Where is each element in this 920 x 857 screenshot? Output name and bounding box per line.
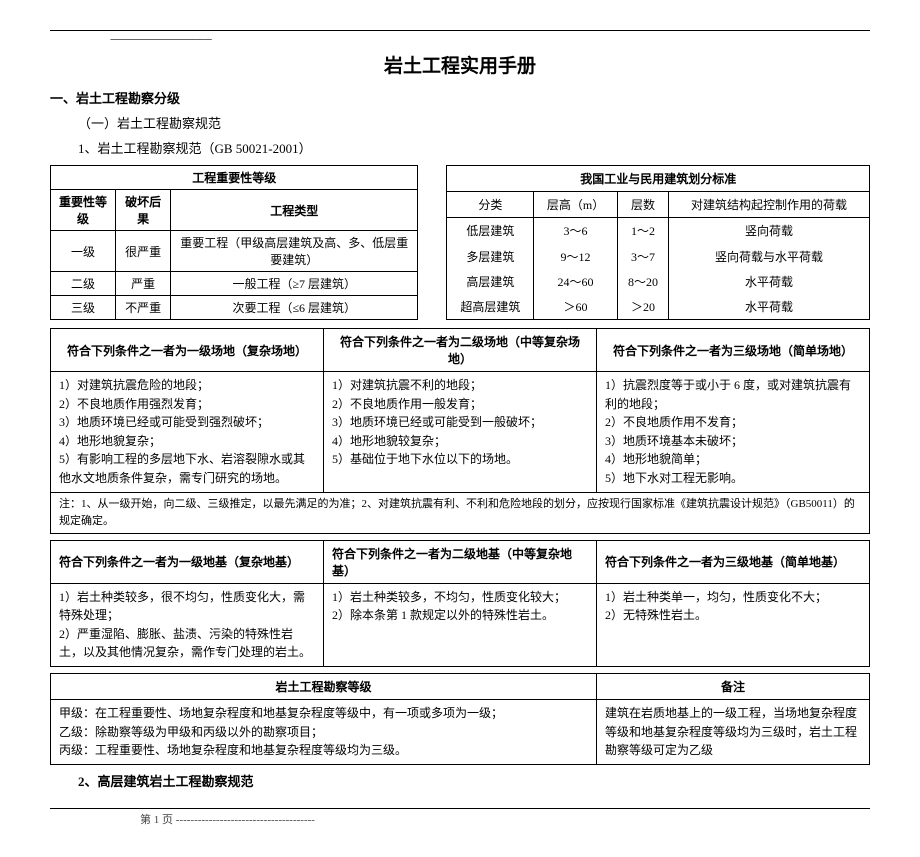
tableD-h0: 符合下列条件之一者为一级地基（复杂地基） <box>51 540 324 583</box>
site-grade-table: 符合下列条件之一者为一级场地（复杂场地） 符合下列条件之一者为二级场地（中等复杂… <box>50 328 870 534</box>
table-cell: 水平荷载 <box>669 294 870 320</box>
section-heading-1: 一、岩土工程勘察分级 <box>50 88 870 107</box>
tableC-h0: 符合下列条件之一者为一级场地（复杂场地） <box>51 329 324 372</box>
table-cell: 不严重 <box>116 296 171 320</box>
table-cell: 严重 <box>116 272 171 296</box>
tableB-col3: 对建筑结构起控制作用的荷载 <box>669 192 870 218</box>
foundation-grade-table: 符合下列条件之一者为一级地基（复杂地基） 符合下列条件之一者为二级地基（中等复杂… <box>50 540 870 667</box>
tableE-right: 建筑在岩质地基上的一级工程，当场地复杂程度等级和地基复杂程度等级均为三级时，岩土… <box>597 700 870 765</box>
table-cell: 3～7 <box>617 244 668 269</box>
tableD-h1: 符合下列条件之一者为二级地基（中等复杂地基） <box>324 540 597 583</box>
page-footer: 第 1 页 ----------------------------------… <box>50 811 870 827</box>
section-heading-1-1-1: 1、岩土工程勘察规范（GB 50021-2001） <box>78 138 870 157</box>
table-cell: 很严重 <box>116 231 171 272</box>
table-cell: 竖向荷载 <box>669 218 870 244</box>
table-cell: 9～12 <box>534 244 618 269</box>
tableC-h1: 符合下列条件之一者为二级场地（中等复杂场地） <box>324 329 597 372</box>
tableA-title: 工程重要性等级 <box>51 166 418 190</box>
table-cell: 竖向荷载与水平荷载 <box>669 244 870 269</box>
table-cell: 二级 <box>51 272 116 296</box>
table-cell: ＞60 <box>534 294 618 320</box>
tableB-col2: 层数 <box>617 192 668 218</box>
table-cell: 一般工程（≥7 层建筑） <box>171 272 418 296</box>
tableB-col1: 层高（m） <box>534 192 618 218</box>
tableC-c1: 1）对建筑抗震不利的地段； 2）不良地质作用一般发育； 3）地质环境已经或可能受… <box>324 372 597 493</box>
tableA-col0: 重要性等级 <box>51 190 116 231</box>
tableE-h2: 备注 <box>597 674 870 700</box>
bottom-rule <box>50 808 870 809</box>
table-cell: 次要工程（≤6 层建筑） <box>171 296 418 320</box>
tableE-h1: 岩土工程勘察等级 <box>51 674 597 700</box>
tableB-col0: 分类 <box>447 192 534 218</box>
table-cell: 低层建筑 <box>447 218 534 244</box>
table-cell: ＞20 <box>617 294 668 320</box>
table-cell: 超高层建筑 <box>447 294 534 320</box>
table-cell: 高层建筑 <box>447 269 534 294</box>
dotted-divider-top: -------------------------------------- <box>50 33 870 45</box>
table-cell: 水平荷载 <box>669 269 870 294</box>
table-cell: 三级 <box>51 296 116 320</box>
page-title: 岩土工程实用手册 <box>50 51 870 78</box>
tableD-c0: 1）岩土种类较多，很不均匀，性质变化大，需特殊处理； 2）严重湿陷、膨胀、盐渍、… <box>51 583 324 666</box>
tableA-col1: 破坏后果 <box>116 190 171 231</box>
tableC-h2: 符合下列条件之一者为三级场地（简单场地） <box>597 329 870 372</box>
building-classification-table: 我国工业与民用建筑划分标准 分类 层高（m） 层数 对建筑结构起控制作用的荷载 … <box>446 165 870 320</box>
tableA-col2: 工程类型 <box>171 190 418 231</box>
tableD-c1: 1）岩土种类较多，不均匀，性质变化较大； 2）除本条第 1 款规定以外的特殊性岩… <box>324 583 597 666</box>
section-heading-1-1: （一）岩土工程勘察规范 <box>78 113 870 132</box>
survey-grade-table: 岩土工程勘察等级 备注 甲级：在工程重要性、场地复杂程度和地基复杂程度等级中，有… <box>50 673 870 765</box>
top-rule <box>50 30 870 31</box>
tableC-c2: 1）抗震烈度等于或小于 6 度，或对建筑抗震有利的地段； 2）不良地质作用不发育… <box>597 372 870 493</box>
section-heading-1-1-2: 2、高层建筑岩土工程勘察规范 <box>78 771 870 790</box>
tableD-h2: 符合下列条件之一者为三级地基（简单地基） <box>597 540 870 583</box>
tableB-title: 我国工业与民用建筑划分标准 <box>447 166 870 192</box>
tableC-c0: 1）对建筑抗震危险的地段； 2）不良地质作用强烈发育； 3）地质环境已经或可能受… <box>51 372 324 493</box>
tableC-note: 注：1、从一级开始，向二级、三级推定，以最先满足的为准；2、对建筑抗震有利、不利… <box>51 492 870 533</box>
table-cell: 24～60 <box>534 269 618 294</box>
table-cell: 3～6 <box>534 218 618 244</box>
table-cell: 多层建筑 <box>447 244 534 269</box>
table-cell: 一级 <box>51 231 116 272</box>
importance-grade-table: 工程重要性等级 重要性等级 破坏后果 工程类型 一级 很严重 重要工程（甲级高层… <box>50 165 418 320</box>
tableD-c2: 1）岩土种类单一，均匀，性质变化不大； 2）无特殊性岩土。 <box>597 583 870 666</box>
tableE-left: 甲级：在工程重要性、场地复杂程度和地基复杂程度等级中，有一项或多项为一级； 乙级… <box>51 700 597 765</box>
table-cell: 8～20 <box>617 269 668 294</box>
tables-row: 工程重要性等级 重要性等级 破坏后果 工程类型 一级 很严重 重要工程（甲级高层… <box>50 165 870 320</box>
table-cell: 1～2 <box>617 218 668 244</box>
table-cell: 重要工程（甲级高层建筑及高、多、低层重要建筑） <box>171 231 418 272</box>
